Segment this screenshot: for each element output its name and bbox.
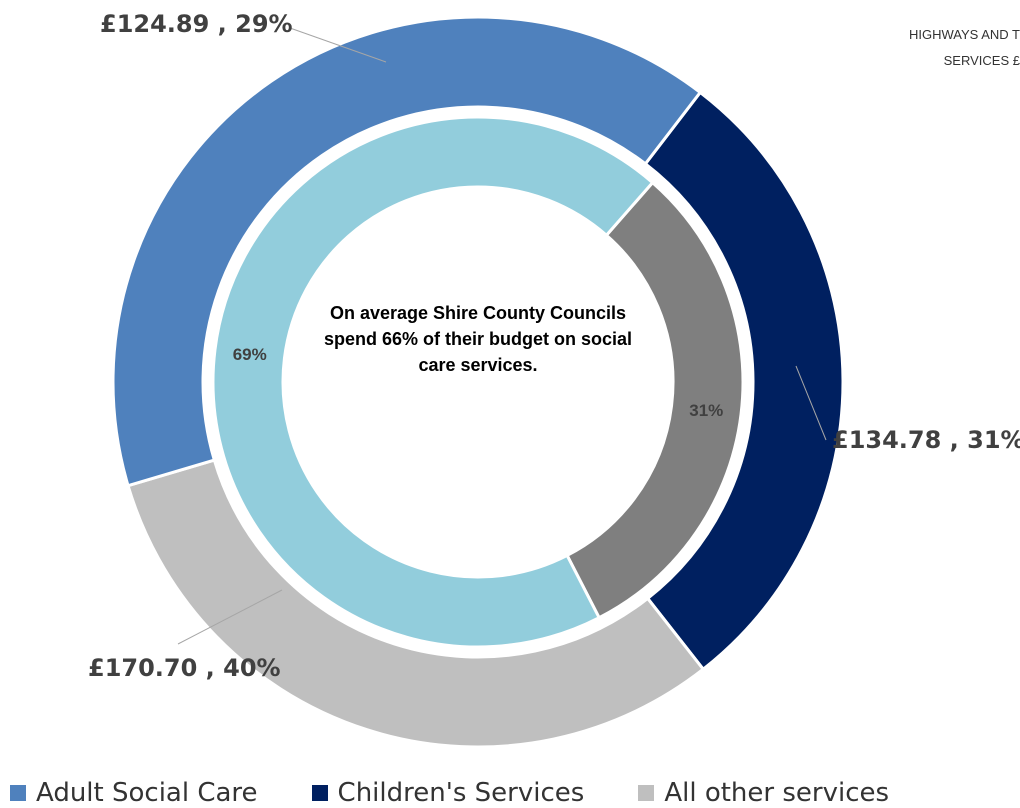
corner-label-line-1: HIGHWAYS AND T — [909, 27, 1020, 42]
legend-item-childrens-services: Children's Services — [311, 778, 585, 808]
legend-label: Adult Social Care — [36, 778, 258, 808]
legend-swatch — [311, 785, 328, 801]
outer-data-label: £134.78 , 31% — [832, 426, 1020, 454]
legend-swatch — [10, 785, 26, 801]
legend-item-all-other-services: All other services — [638, 778, 889, 808]
legend-item-adult-social-care: Adult Social Care — [10, 778, 258, 808]
inner-slice-1 — [565, 180, 745, 620]
outer-slice-all-other-services — [126, 458, 706, 749]
inner-data-label: 31% — [689, 401, 723, 420]
outer-data-label: £124.89 , 29% — [100, 10, 293, 38]
outer-slice-adult-social-care — [111, 15, 703, 488]
leader-line — [795, 365, 827, 441]
center-annotation: On average Shire County Councils spend 6… — [323, 303, 633, 375]
leader-line — [289, 27, 387, 63]
inner-slice-2 — [211, 115, 655, 649]
legend-label: All other services — [664, 778, 890, 808]
legend-swatch — [638, 785, 655, 801]
outer-slice-children-s-services — [643, 90, 845, 672]
legend-label: Children's Services — [337, 778, 585, 808]
outer-data-label: £170.70 , 40% — [88, 654, 281, 682]
legend: Adult Social Care Children's Services Al… — [10, 778, 889, 808]
leader-line — [177, 589, 283, 645]
inner-data-label: 69% — [233, 345, 267, 364]
cropped-corner-label: HIGHWAYS AND T SERVICES £ — [860, 22, 1020, 74]
corner-label-line-2: SERVICES £ — [943, 53, 1020, 68]
